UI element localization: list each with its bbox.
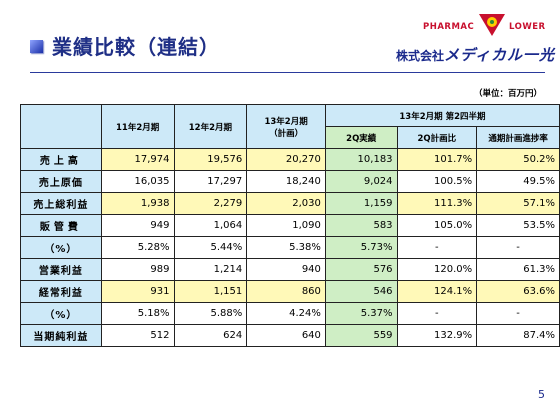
header-corner	[20, 104, 102, 149]
table-cell: 624	[173, 324, 248, 347]
table-row: （%） 5.18% 5.88% 4.24% 5.37% - -	[20, 302, 560, 325]
row-label: 売上高	[20, 148, 102, 171]
row-label: 当期純利益	[20, 324, 102, 347]
table-cell: 17,974	[100, 148, 175, 171]
header-2q-vs-plan: 2Q計画比	[396, 126, 478, 149]
table-cell: 63.6%	[476, 280, 560, 303]
header-fy12: 12年2月期	[173, 104, 248, 149]
table-cell: -	[476, 302, 560, 325]
header-progress-rate: 通期計画進捗率	[476, 126, 560, 149]
table-cell: 940	[246, 258, 326, 281]
table-cell: 50.2%	[476, 148, 560, 171]
table-cell: 546	[324, 280, 398, 303]
table-cell: 10,183	[324, 148, 398, 171]
table-cell: 111.3%	[396, 192, 478, 215]
table-cell: 5.73%	[324, 236, 398, 259]
table-row: 売上総利益 1,938 2,279 2,030 1,159 111.3% 57.…	[20, 192, 560, 215]
table-cell: 5.28%	[100, 236, 175, 259]
table-cell: 949	[100, 214, 175, 237]
table-cell: 132.9%	[396, 324, 478, 347]
page-number: 5	[538, 388, 545, 401]
table-cell: 5.38%	[246, 236, 326, 259]
company-name: 株式会社メディカル一光	[395, 44, 555, 65]
results-table: 11年2月期 12年2月期 13年2月期 （計画） 13年2月期 第2四半期 2…	[20, 104, 560, 347]
table-cell: 18,240	[246, 170, 326, 193]
flower-logo-icon	[479, 14, 505, 36]
table-cell: -	[396, 236, 478, 259]
table-cell: 5.88%	[173, 302, 248, 325]
table-cell: -	[396, 302, 478, 325]
table-cell: 100.5%	[396, 170, 478, 193]
table-cell: 9,024	[324, 170, 398, 193]
table-cell: 1,214	[173, 258, 248, 281]
logo-word-left: PHARMAC	[423, 22, 475, 32]
table-cell: 1,151	[173, 280, 248, 303]
table-cell: 576	[324, 258, 398, 281]
table-cell: 120.0%	[396, 258, 478, 281]
table-cell: 640	[246, 324, 326, 347]
table-cell: 20,270	[246, 148, 326, 171]
table-cell: 559	[324, 324, 398, 347]
table-cell: 49.5%	[476, 170, 560, 193]
table-cell: 860	[246, 280, 326, 303]
unit-note: （単位：百万円）	[473, 89, 542, 99]
table-cell: 105.0%	[396, 214, 478, 237]
table-cell: 124.1%	[396, 280, 478, 303]
row-label: （%）	[20, 302, 102, 325]
slide-title: 業績比較（連結）	[52, 35, 220, 59]
table-cell: 53.5%	[476, 214, 560, 237]
table-cell: 512	[100, 324, 175, 347]
table-cell: 4.24%	[246, 302, 326, 325]
header-row-2: 2Q実績 2Q計画比 通期計画進捗率	[21, 126, 560, 149]
table-row: 販管費 949 1,064 1,090 583 105.0% 53.5%	[20, 214, 560, 237]
table-row: 営業利益 989 1,214 940 576 120.0% 61.3%	[20, 258, 560, 281]
header-2q-actual: 2Q実績	[324, 126, 398, 149]
row-label: 経常利益	[20, 280, 102, 303]
table-cell: 1,064	[173, 214, 248, 237]
header-plan-label: （計画）	[269, 128, 304, 139]
table-cell: 5.18%	[100, 302, 175, 325]
table-cell: 5.37%	[324, 302, 398, 325]
company-logo: PHARMAC LOWER 株式会社メディカル一光	[395, 4, 555, 69]
table-cell: 16,035	[100, 170, 175, 193]
table-row: 売上原価 16,035 17,297 18,240 9,024 100.5% 4…	[20, 170, 560, 193]
table-cell: 2,030	[246, 192, 326, 215]
table-cell: 989	[100, 258, 175, 281]
table-cell: 1,938	[100, 192, 175, 215]
table-cell: 61.3%	[476, 258, 560, 281]
row-label: 販管費	[20, 214, 102, 237]
title-bullet	[30, 40, 43, 53]
table-row: 売上高 17,974 19,576 20,270 10,183 101.7% 5…	[20, 148, 560, 171]
table-cell: 87.4%	[476, 324, 560, 347]
header-fy13-plan: 13年2月期 （計画）	[246, 104, 326, 149]
table-cell: -	[476, 236, 560, 259]
row-label: 売上原価	[20, 170, 102, 193]
table-cell: 57.1%	[476, 192, 560, 215]
table-cell: 931	[100, 280, 175, 303]
table-row: 当期純利益 512 624 640 559 132.9% 87.4%	[20, 324, 560, 347]
row-label: （%）	[20, 236, 102, 259]
table-cell: 2,279	[173, 192, 248, 215]
table-cell: 583	[324, 214, 398, 237]
header-fy11: 11年2月期	[100, 104, 175, 149]
header-fy13-label: 13年2月期	[264, 116, 308, 127]
row-label: 売上総利益	[20, 192, 102, 215]
company-prefix: 株式会社	[396, 49, 445, 63]
table-cell: 19,576	[173, 148, 248, 171]
table-cell: 1,090	[246, 214, 326, 237]
header-q2-group: 13年2月期 第2四半期	[324, 104, 560, 127]
header-row-1: 11年2月期 12年2月期 13年2月期 （計画） 13年2月期 第2四半期	[20, 104, 560, 149]
title-underline	[30, 72, 545, 73]
company-brand: メディカル一光	[444, 46, 555, 64]
logo-word-right: LOWER	[509, 22, 546, 32]
table-cell: 1,159	[324, 192, 398, 215]
table-cell: 5.44%	[173, 236, 248, 259]
table-cell: 101.7%	[396, 148, 478, 171]
table-row: 経常利益 931 1,151 860 546 124.1% 63.6%	[20, 280, 560, 303]
table-row: （%） 5.28% 5.44% 5.38% 5.73% - -	[20, 236, 560, 259]
table-cell: 17,297	[173, 170, 248, 193]
row-label: 営業利益	[20, 258, 102, 281]
